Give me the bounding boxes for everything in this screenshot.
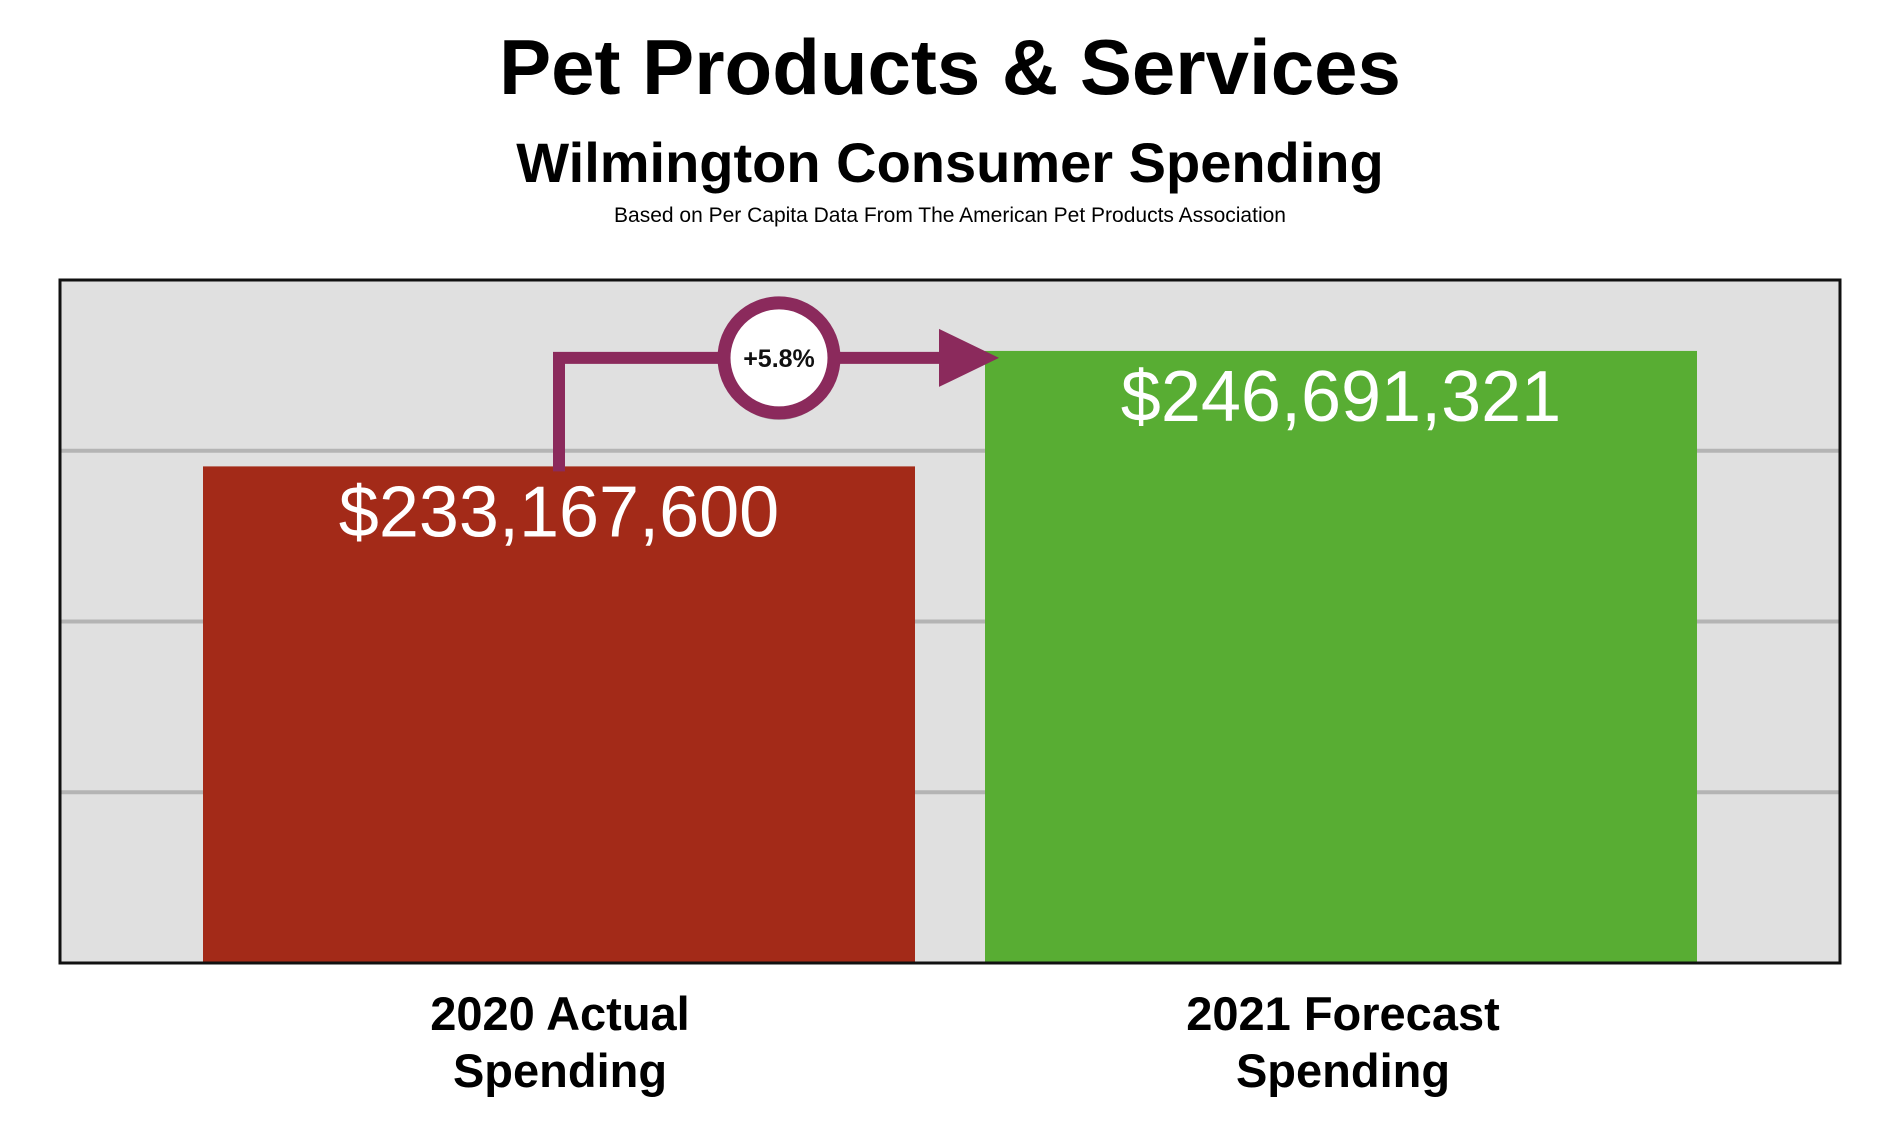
plot-frame (58, 278, 1842, 965)
change-percent-label: +5.8% (743, 345, 815, 373)
bar (203, 466, 915, 963)
source-note: Based on Per Capita Data From The Americ… (614, 204, 1286, 227)
change-badge (717, 296, 841, 420)
data-label: $246,691,321 (1121, 357, 1561, 437)
x-axis-label-line: 2021 Forecast (1186, 987, 1500, 1040)
data-label: $233,167,600 (339, 472, 779, 552)
x-axis-label-line: Spending (1235, 1044, 1451, 1098)
x-axis-label-2020: 2020 Actual Spending (310, 985, 810, 1100)
arrow-head (939, 328, 999, 387)
bar (985, 350, 1697, 964)
x-axis-label-line: Spending (452, 1044, 668, 1098)
chart-subtitle: Wilmington Consumer Spending (516, 131, 1384, 194)
x-axis-label-2021: 2021 Forecast Spending (1093, 985, 1593, 1100)
chart-title: Pet Products & Services (499, 23, 1401, 111)
x-axis-label-line: 2020 Actual (430, 987, 690, 1040)
